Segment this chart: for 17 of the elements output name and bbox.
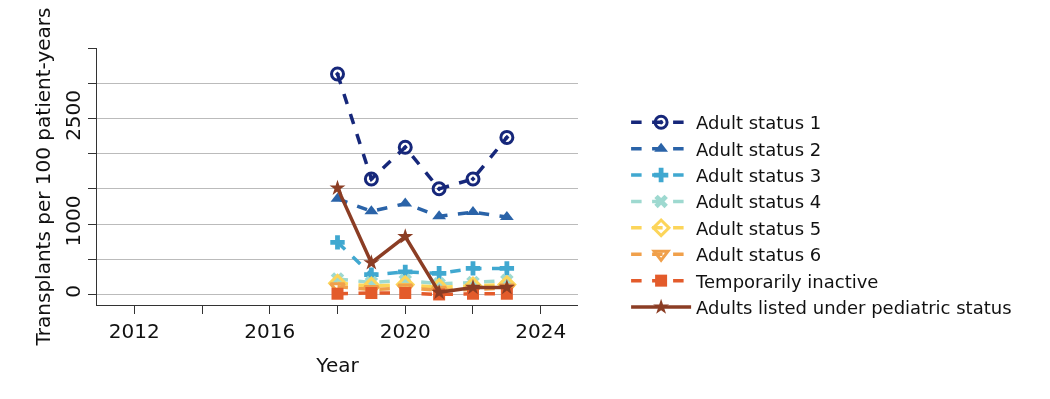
- legend-label: Adult status 1: [696, 112, 822, 134]
- x-tick-label: 2020: [379, 319, 431, 343]
- x-tick-label: 2024: [515, 319, 567, 343]
- legend-label: Adult status 2: [696, 138, 822, 160]
- legend-label: Adult status 3: [696, 165, 822, 187]
- y-tick-label: 1000: [61, 195, 85, 247]
- y-axis-title: Transplants per 100 patient-years: [30, 7, 55, 347]
- legend-label: Adult status 6: [696, 244, 822, 266]
- legend-label: Adult status 5: [696, 217, 822, 239]
- legend-label: Adult status 4: [696, 191, 822, 213]
- y-tick-label: 2500: [61, 89, 85, 141]
- x-axis-title: Year: [315, 352, 360, 377]
- y-tick-label: 0: [61, 285, 85, 298]
- x-tick-label: 2012: [108, 319, 160, 343]
- legend-label: Adults listed under pediatric status: [696, 297, 1012, 319]
- x-tick-label: 2016: [244, 319, 296, 343]
- legend-label: Temporarily inactive: [695, 270, 879, 292]
